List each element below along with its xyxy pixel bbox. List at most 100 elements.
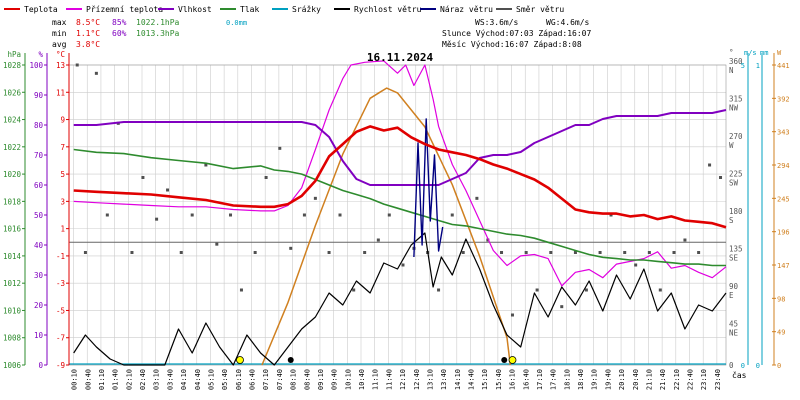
pressure-axis-tick-label: 1026 [3,88,22,97]
sun-tick-label: 98 [777,295,785,303]
sun-tick-label: 0 [777,362,781,370]
wind-direction-point [338,213,342,217]
temperature-axis-tick-label: 7 [60,143,65,152]
x-tick-label: 10:10 [344,369,352,390]
direction-tick-label: NE [729,329,739,338]
x-tick-label: 03:40 [166,369,174,390]
wind-direction-point [264,176,268,179]
stats-panel: max 8.5°C 85% 1022.1hPa 0.0mm min 1.1°C … [52,18,591,49]
stats-min-press: 1013.3hPa [136,29,180,38]
x-tick-label: 13:40 [440,369,448,390]
wind-direction-point [623,251,627,254]
temperature-axis-tick-label: 13 [56,61,65,70]
wind-gust-line [413,118,444,258]
x-tick-label: 09:10 [317,369,325,390]
moon-marker [501,357,508,363]
direction-tick-label: 270 [729,132,743,141]
stats-max-hum: 85% [112,18,127,27]
wind-direction-point [524,251,528,254]
direction-tick-label: 225 [729,170,743,179]
sun-unit: W [777,49,782,57]
wind-unit: m/s [744,49,757,57]
stats-avg-label: avg [52,40,67,49]
direction-unit: ° [729,48,734,57]
wind-direction-point [387,213,391,217]
direction-tick-label: 90 [729,282,739,291]
direction-tick-label: N [729,66,734,75]
wind-direction-point [697,251,701,254]
x-tick-label: 04:40 [194,369,202,390]
x-tick-label: 16:40 [522,369,530,390]
x-tick-label: 09:40 [331,369,339,390]
humidity-axis-tick-label: 90 [34,91,44,100]
wind-direction-point [179,251,183,254]
temperature-axis-tick-label: -1 [56,252,65,261]
data-series [69,60,727,366]
x-tick-label: 21:40 [659,369,667,390]
x-tick-label: 23:40 [714,369,722,390]
direction-tick-label: W [729,141,734,150]
humidity-axis-tick-label: 70 [34,151,44,160]
wind-speed-line [73,232,727,366]
direction-tick-label: E [729,291,734,300]
sun-marker [508,356,517,364]
stats-sun: Slunce Východ:07:03 Západ:16:07 [442,29,591,38]
wind-direction-point [634,263,638,267]
wind-direction-point [376,238,380,242]
pressure-axis-tick-label: 1012 [3,279,21,288]
x-tick-label: 14:10 [454,369,462,390]
humidity-axis-tick-label: 80 [34,121,44,130]
precip-tick-label: 0 [756,362,760,370]
stats-max-label: max [52,18,67,27]
wind-direction-point [609,213,613,217]
stats-min-hum: 60% [112,29,127,38]
pressure-axis-tick-label: 1006 [3,361,22,370]
x-tick-label: 18:40 [577,369,585,390]
temperature-axis-tick-label: 3 [60,197,65,206]
wind-direction-point [719,176,723,179]
pressure-axis-tick-label: 1028 [3,61,22,70]
x-tick-label: 11:10 [372,369,380,390]
precip-tick-label: 1 [756,62,760,70]
wind-direction-point [437,288,441,292]
x-tick-label: 08:40 [303,369,311,390]
x-tick-label: 20:10 [618,369,626,390]
pressure-axis-tick-label: 1020 [3,170,22,179]
stats-avg-temp: 3.8°C [76,40,100,49]
x-tick-label: 20:40 [632,369,640,390]
direction-tick-label: 180 [729,207,743,216]
wind-direction-point [450,213,454,217]
x-tick-label: 08:10 [290,369,298,390]
wind-direction-point [155,217,159,221]
wind-direction-point [461,251,465,254]
stats-min-label: min [52,29,67,38]
x-tick-label: 16:10 [509,369,517,390]
x-tick-label: 11:40 [385,369,393,390]
wind-direction-point [83,251,87,254]
direction-tick-label: 135 [729,245,743,254]
wind-direction-point [535,288,539,292]
stats-max-temp: 8.5°C [76,18,100,27]
stats-wg: WG:4.6m/s [546,18,590,27]
wind-direction-point [94,71,98,75]
legend-label-temperature: Teplota [24,5,58,14]
pressure-axis-tick-label: 1016 [3,225,22,234]
temperature-axis-tick-label: 1 [60,225,65,234]
stats-max-press: 1022.1hPa [136,18,180,27]
wind-direction-point [289,246,293,250]
wind-direction-point [130,251,134,254]
x-tick-label: 10:40 [358,369,366,390]
wind-direction-point [708,163,712,167]
x-tick-label: 19:40 [604,369,612,390]
temperature-axis-unit: °C [56,50,65,59]
temperature-axis-tick-label: -3 [56,279,65,288]
wind-direction-point [302,213,306,217]
sun-tick-label: 147 [777,262,790,270]
legend-label-wind_gust: Náraz větru [440,5,493,14]
sun-tick-label: 245 [777,195,790,203]
pressure-line [73,148,726,267]
pressure-axis-unit: hPa [7,50,21,59]
legend-label-precipitation: Srážky [292,5,321,14]
x-tick-label: 14:40 [468,369,476,390]
wind-direction-point [672,251,676,254]
